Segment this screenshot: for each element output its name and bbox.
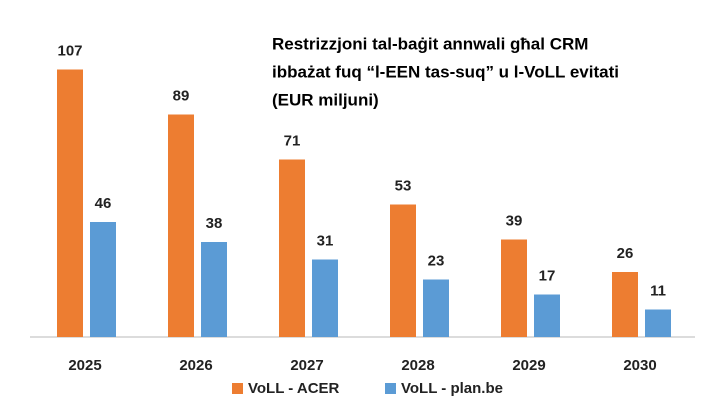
bar [168, 114, 194, 337]
bar [57, 69, 83, 337]
x-tick-label: 2027 [290, 357, 323, 374]
data-label: 17 [539, 267, 556, 284]
legend-label: VoLL - plan.be [401, 380, 503, 397]
data-label: 46 [95, 195, 112, 212]
data-label: 39 [506, 212, 523, 229]
x-tick-label: 2029 [512, 357, 545, 374]
bar [534, 294, 560, 337]
legend-swatch [232, 383, 243, 394]
data-label: 11 [650, 282, 666, 299]
x-tick-label: 2025 [68, 357, 101, 374]
data-label: 31 [317, 232, 334, 249]
x-tick-label: 2026 [179, 357, 212, 374]
bar [501, 239, 527, 337]
bar [201, 242, 227, 337]
legend-label: VoLL - ACER [248, 380, 340, 397]
x-tick-label: 2030 [623, 357, 656, 374]
legend-swatch [385, 383, 396, 394]
chart-title: (EUR miljuni) [272, 90, 379, 109]
bar [612, 272, 638, 337]
bar [645, 309, 671, 337]
chart-title: Restrizzjoni tal-baġit annwali għal CRM [272, 34, 588, 53]
data-label: 107 [57, 42, 82, 59]
data-label: 71 [284, 132, 301, 149]
bar [90, 222, 116, 337]
data-label: 23 [428, 252, 445, 269]
data-label: 38 [206, 215, 223, 232]
data-label: 89 [173, 87, 190, 104]
data-label: 53 [395, 177, 412, 194]
bar [312, 259, 338, 337]
chart-title: ibbażat fuq “l-EEN tas-suq” u l-VoLL evi… [272, 62, 619, 81]
bar [423, 279, 449, 337]
bar [279, 159, 305, 337]
x-tick-label: 2028 [401, 357, 434, 374]
data-label: 26 [617, 245, 634, 262]
bar [390, 204, 416, 337]
